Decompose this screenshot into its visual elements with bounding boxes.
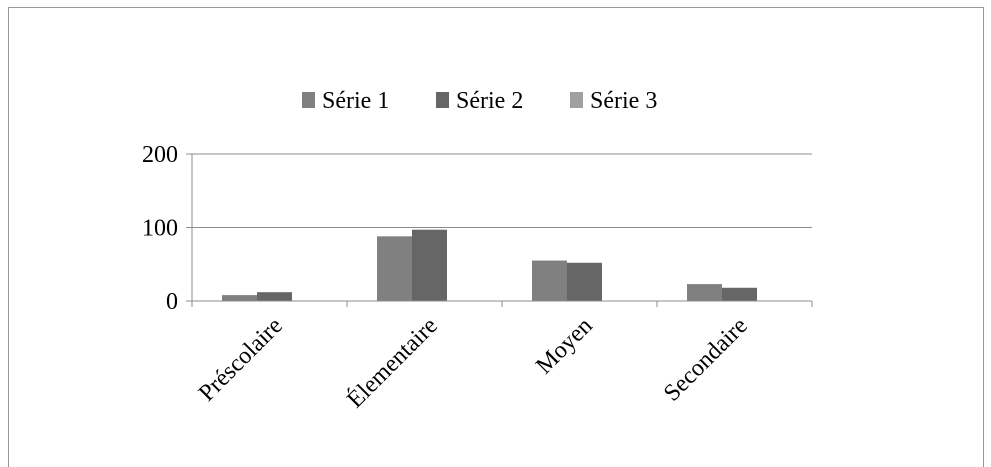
legend-swatch-3 [570,92,583,108]
legend-swatch-2 [436,92,449,108]
gridlines [192,153,812,228]
legend-swatch-1 [302,92,315,108]
bar-1-4 [687,284,722,301]
legend-label-2: Série 2 [456,88,523,114]
bar-2-3 [567,262,602,301]
bar-1-1 [222,295,257,301]
y-tick-label: 100 [142,216,178,242]
y-tick-label: 200 [142,142,178,168]
x-category-label: Moyen [531,313,597,379]
axes [186,153,813,307]
bar-2-4 [722,287,757,301]
bar-2-2 [412,229,447,301]
bar-1-2 [377,236,412,301]
chart-frame [8,7,984,467]
legend-label-3: Série 3 [590,88,657,114]
x-category-label: Élementaire [342,313,442,413]
bar-2-1 [257,292,292,301]
legend: Série 1 Série 2 Série 3 [302,88,657,114]
x-category-labels: Préscolaire Élementaire Moyen Secondaire [194,313,753,413]
y-tick-labels: 0 100 200 [142,142,178,315]
y-tick-label: 0 [166,289,178,315]
x-category-label: Préscolaire [194,313,288,407]
legend-label-1: Série 1 [322,88,389,114]
bars [222,229,757,301]
bar-1-3 [532,260,567,301]
x-category-label: Secondaire [659,313,753,407]
